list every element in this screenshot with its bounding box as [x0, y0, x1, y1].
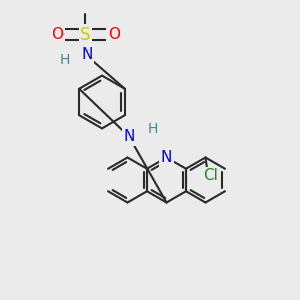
- Text: S: S: [80, 26, 91, 44]
- Text: Cl: Cl: [203, 168, 218, 183]
- Text: O: O: [51, 27, 63, 42]
- Text: H: H: [148, 122, 158, 136]
- Text: N: N: [123, 129, 135, 144]
- Text: N: N: [161, 150, 172, 165]
- Text: H: H: [59, 53, 70, 67]
- Text: O: O: [108, 27, 120, 42]
- Text: N: N: [81, 47, 93, 62]
